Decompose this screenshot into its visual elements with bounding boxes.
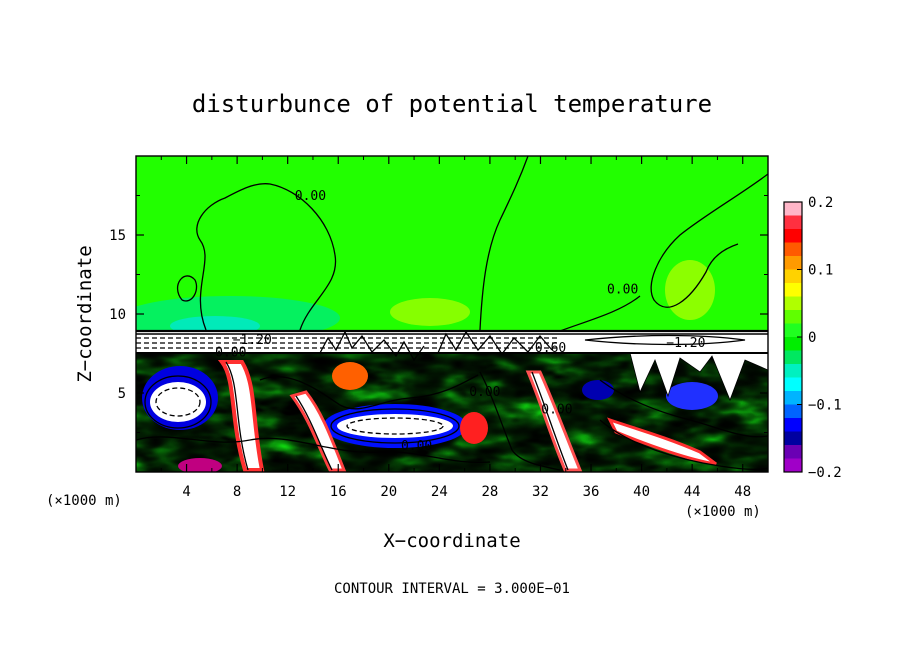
warm-cell-18 [332, 362, 368, 390]
colorbar-swatch [784, 391, 802, 405]
x-tick-label: 20 [380, 484, 397, 500]
colorbar-swatch [784, 364, 802, 378]
contour-zero-lower-5 [599, 419, 768, 470]
contour-label-layer: 0.00−1.200.00 0.60 −1.200.000.000.000.00 [215, 189, 705, 454]
contour-zero-left [196, 183, 337, 331]
contour-label: 0.00 [215, 346, 246, 361]
y-tick-label: 10 [109, 307, 126, 323]
colorbar-swatch [784, 350, 802, 365]
contour-label: 0.60 [535, 341, 566, 356]
colorbar-swatch [784, 269, 802, 284]
x-tick-label: 12 [279, 484, 296, 500]
warm-cell-26 [460, 412, 488, 444]
x-tick-label: 4 [182, 484, 190, 500]
y-tick-label: 15 [109, 228, 126, 244]
colorbar-swatch [784, 202, 802, 216]
contour-zero-lower-4 [599, 379, 768, 438]
upper-warm-patch-2 [390, 298, 470, 326]
contour-zero-lower-1 [136, 436, 491, 464]
colorbar-tick-label: 0.2 [808, 195, 833, 211]
contour-jagged-1 [319, 330, 425, 362]
colorbar-swatch [784, 242, 802, 257]
colorbar-tick-label: 0 [808, 330, 816, 346]
contour-jagged-2 [437, 330, 553, 356]
colorbar-swatch [784, 337, 802, 351]
colorbar-swatch [784, 323, 802, 338]
colorbar-swatch [784, 445, 802, 459]
contour-plume-8 [225, 361, 249, 471]
contour-label: 0.00 [469, 385, 500, 400]
warm-tongue-40 [607, 417, 717, 466]
colorbar: 0.2 0.1 0 −0.1 −0.2 [783, 195, 842, 481]
chart-title: disturbunce of potential temperature [192, 90, 712, 118]
contour-zero-mid [479, 156, 529, 331]
y-axis-unit: (×1000 m) [46, 493, 122, 509]
x-axis: 4 8 12 16 20 24 28 32 36 40 44 48 [160, 156, 751, 500]
colorbar-swatch [784, 377, 802, 392]
contour-zero-right-2 [559, 295, 641, 332]
colorbar-swatch [784, 296, 802, 311]
x-axis-unit: (×1000 m) [685, 504, 761, 520]
colorbar-swatch [784, 431, 802, 446]
colorbar-swatch [784, 458, 802, 473]
x-tick-label: 28 [481, 484, 498, 500]
contour-label: 0.00 [401, 439, 432, 454]
contour-plume-31 [531, 371, 569, 471]
contour-cold-left-dash [155, 387, 201, 417]
y-axis-label: Z−coordinate [74, 245, 96, 382]
cold-pool-left-core [150, 382, 206, 422]
contour-plume-14 [295, 395, 333, 471]
breaking-waves-right [629, 352, 768, 402]
y-axis: 5 10 15 [109, 195, 768, 433]
x-tick-label: 16 [330, 484, 347, 500]
x-tick-label: 8 [233, 484, 241, 500]
contour-zero-right [650, 173, 768, 308]
contour-label: −1.20 [233, 333, 272, 348]
colorbar-swatch [784, 418, 802, 432]
warm-cell-bottom-6 [178, 458, 222, 472]
contour-right-lens [584, 334, 746, 346]
colorbar-swatch [784, 310, 802, 324]
contour-label: −1.20 [666, 336, 705, 351]
x-tick-label: 40 [633, 484, 650, 500]
colorbar-swatch [784, 283, 802, 297]
inversion-band [136, 331, 768, 353]
x-tick-label: 44 [684, 484, 701, 500]
cold-cell-42 [666, 382, 718, 410]
contour-cold-left [144, 375, 212, 429]
contour-cold-center-dash [346, 417, 444, 435]
contour-interval-note: CONTOUR INTERVAL = 3.000E−01 [334, 581, 570, 597]
contour-zero-left-inner [176, 275, 198, 302]
heatmap-field [136, 156, 768, 472]
colorbar-swatch [784, 404, 802, 419]
colorbar-swatch [784, 256, 802, 270]
x-tick-label: 32 [532, 484, 549, 500]
contour-zero-lower-2 [259, 374, 479, 410]
contour-cold-center [330, 408, 460, 444]
x-tick-label: 48 [734, 484, 751, 500]
x-tick-label: 36 [583, 484, 600, 500]
x-axis-label: X−coordinate [383, 530, 520, 552]
y-tick-label: 5 [118, 386, 126, 402]
contour-label: 0.00 [295, 189, 326, 204]
cold-cell-35 [582, 380, 614, 400]
colorbar-tick-label: −0.1 [808, 398, 842, 414]
colorbar-tick-label: 0.1 [808, 263, 833, 279]
contour-label: 0.00 [541, 403, 572, 418]
colorbar-tick-label: −0.2 [808, 465, 842, 481]
contour-label: 0.00 [607, 282, 638, 297]
x-tick-label: 24 [431, 484, 448, 500]
colorbar-swatch [784, 215, 802, 230]
contour-lines [136, 156, 768, 471]
colorbar-swatch [784, 229, 802, 243]
